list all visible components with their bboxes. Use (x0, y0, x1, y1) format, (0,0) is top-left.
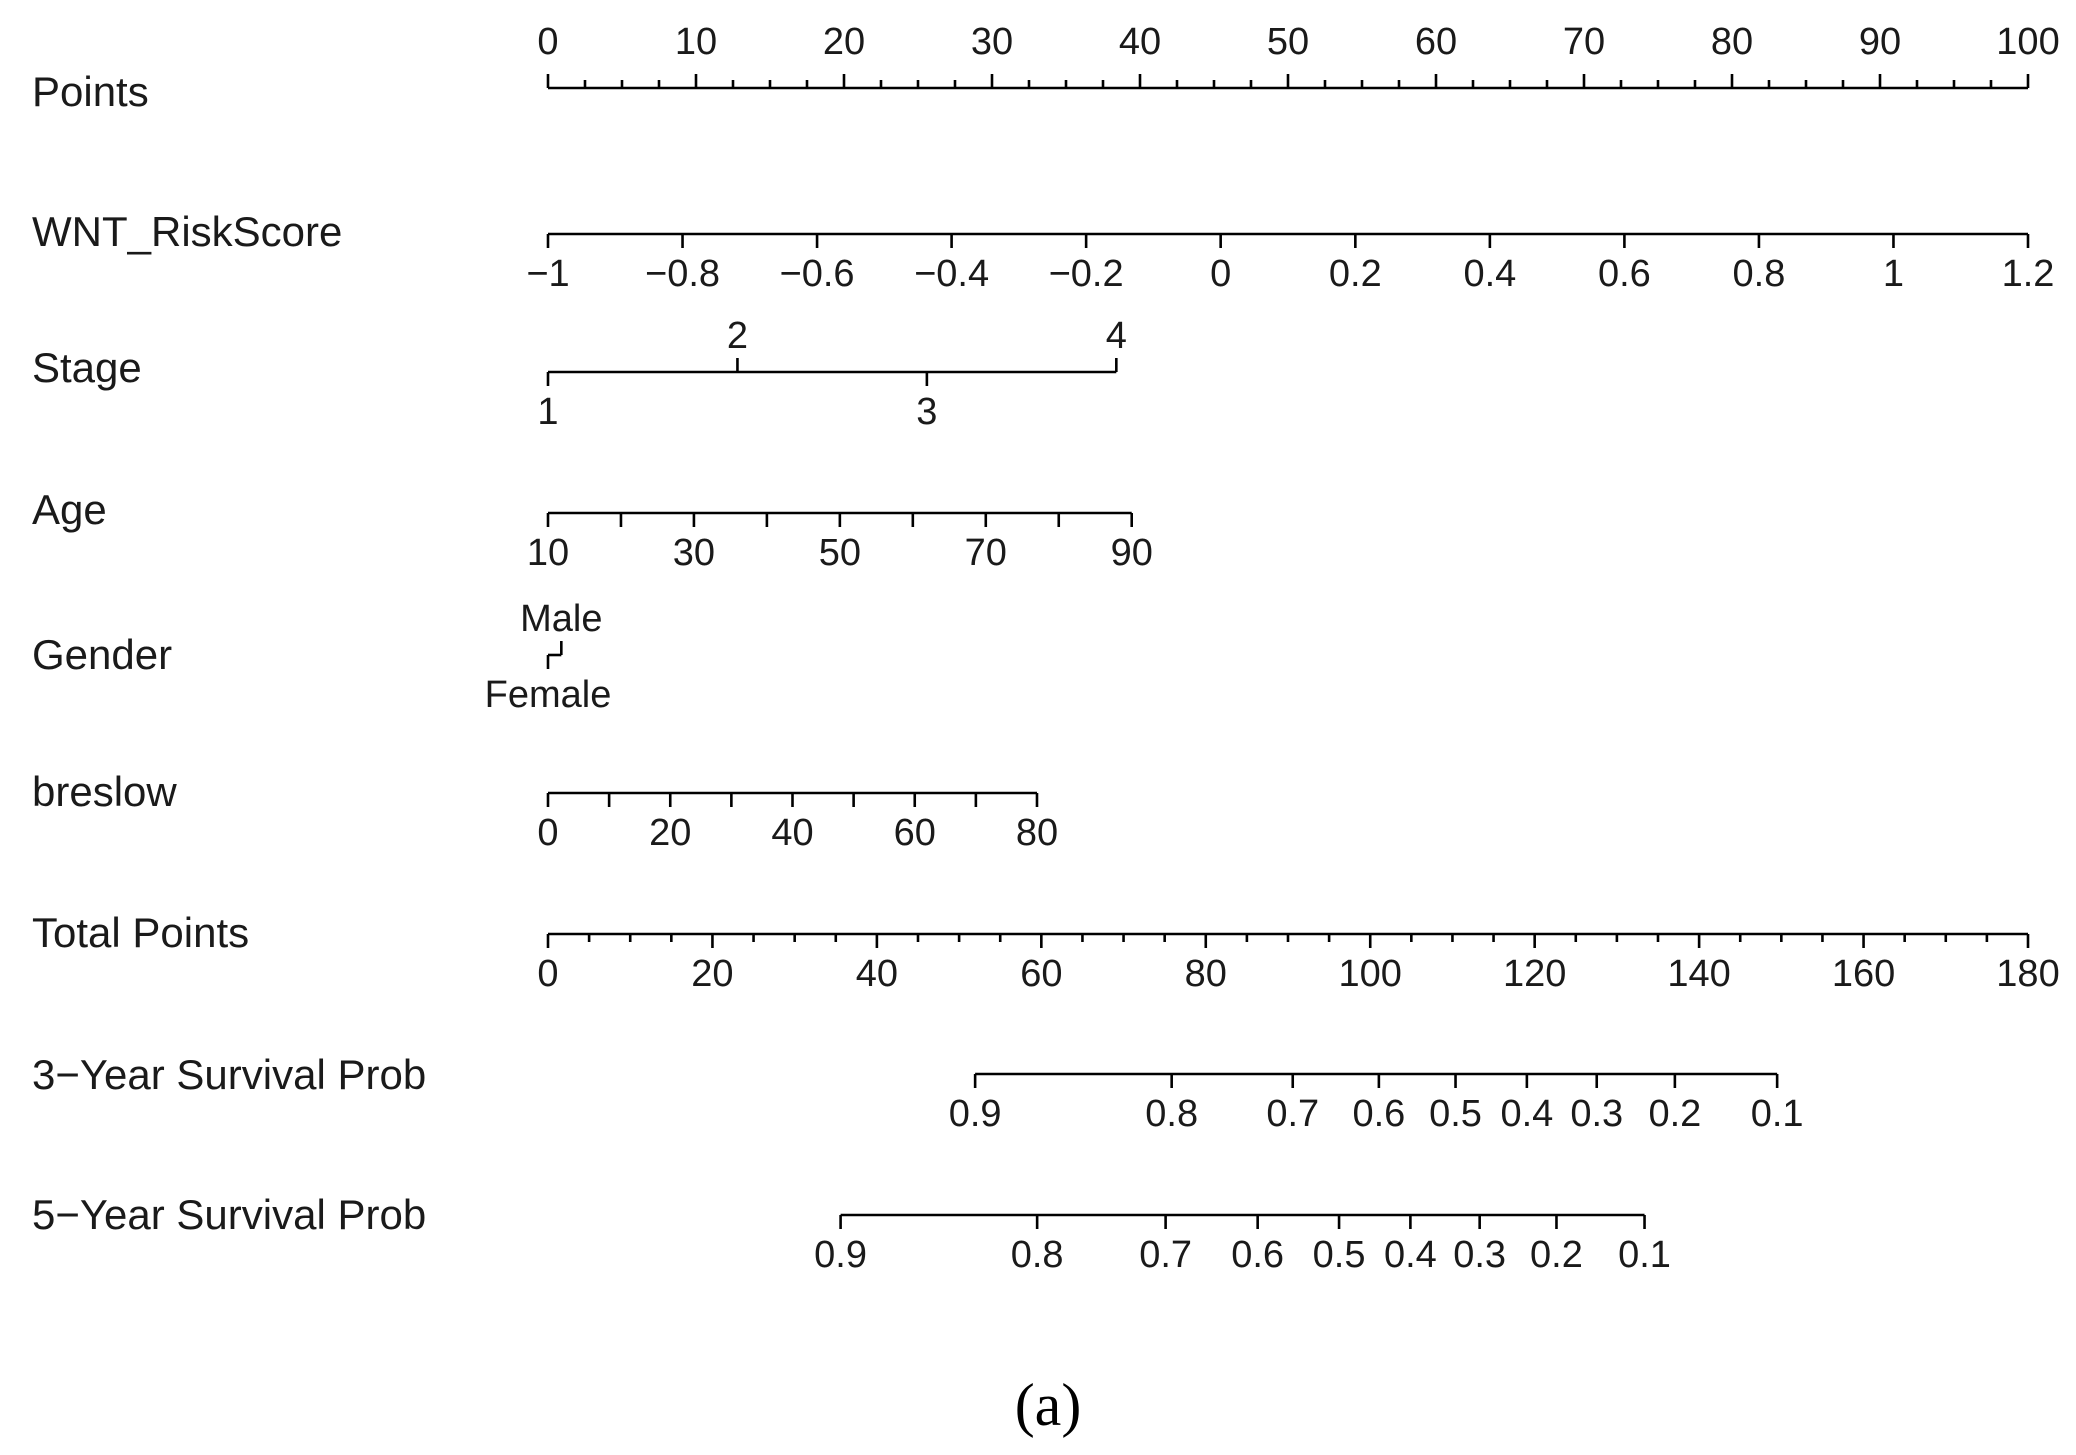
wnt-riskscore-tick-label: 1 (1883, 253, 1904, 295)
3-year-survival-prob-tick-label: 0.3 (1570, 1093, 1623, 1135)
stage-tick-label: 2 (727, 315, 748, 357)
age-tick-label: 50 (819, 532, 861, 574)
breslow-tick-label: 60 (894, 812, 936, 854)
5-year-survival-prob-tick-label: 0.1 (1618, 1234, 1671, 1276)
gender-row-label: Gender (32, 631, 172, 678)
gender-tick-label: Male (520, 598, 602, 640)
points-tick-label: 10 (675, 21, 717, 63)
points-tick-label: 60 (1415, 21, 1457, 63)
wnt-riskscore-tick-label: −0.6 (780, 253, 855, 295)
age-tick-label: 10 (527, 532, 569, 574)
total-points-tick-label: 120 (1503, 953, 1566, 995)
points-tick-label: 100 (1996, 21, 2059, 63)
stage-row-label: Stage (32, 344, 142, 391)
gender-tick-label: Female (485, 674, 612, 716)
3-year-survival-prob-tick-label: 0.9 (949, 1093, 1002, 1135)
wnt-riskscore-row-label: WNT_RiskScore (32, 208, 342, 255)
3-year-survival-prob-row-label: 3−Year Survival Prob (32, 1051, 426, 1098)
3-year-survival-prob-tick-label: 0.6 (1352, 1093, 1405, 1135)
5-year-survival-prob-tick-label: 0.5 (1313, 1234, 1366, 1276)
total-points-tick-label: 0 (537, 953, 558, 995)
total-points-tick-label: 100 (1339, 953, 1402, 995)
breslow-tick-label: 20 (649, 812, 691, 854)
stage-tick-label: 3 (916, 391, 937, 433)
5-year-survival-prob-tick-label: 0.8 (1011, 1234, 1064, 1276)
breslow-tick-label: 40 (771, 812, 813, 854)
wnt-riskscore-tick-label: 0.8 (1733, 253, 1786, 295)
total-points-tick-label: 60 (1020, 953, 1062, 995)
3-year-survival-prob-tick-label: 0.4 (1500, 1093, 1553, 1135)
age-row-label: Age (32, 486, 107, 533)
points-tick-label: 90 (1859, 21, 1901, 63)
breslow-tick-label: 80 (1016, 812, 1058, 854)
stage-tick-label: 4 (1106, 315, 1127, 357)
wnt-riskscore-tick-label: 0.2 (1329, 253, 1382, 295)
wnt-riskscore-tick-label: 0.6 (1598, 253, 1651, 295)
breslow-tick-label: 0 (537, 812, 558, 854)
age-tick-label: 90 (1111, 532, 1153, 574)
5-year-survival-prob-tick-label: 0.2 (1530, 1234, 1583, 1276)
age-tick-label: 30 (673, 532, 715, 574)
5-year-survival-prob-tick-label: 0.9 (814, 1234, 867, 1276)
5-year-survival-prob-tick-label: 0.4 (1384, 1234, 1437, 1276)
wnt-riskscore-tick-label: −0.2 (1049, 253, 1124, 295)
points-tick-label: 0 (537, 21, 558, 63)
points-tick-label: 50 (1267, 21, 1309, 63)
wnt-riskscore-tick-label: −0.4 (914, 253, 989, 295)
breslow-row-label: breslow (32, 768, 177, 815)
wnt-riskscore-tick-label: 0 (1210, 253, 1231, 295)
points-tick-label: 70 (1563, 21, 1605, 63)
total-points-tick-label: 180 (1996, 953, 2059, 995)
wnt-riskscore-tick-label: −0.8 (645, 253, 720, 295)
points-tick-label: 30 (971, 21, 1013, 63)
points-row-label: Points (32, 68, 149, 115)
total-points-tick-label: 80 (1185, 953, 1227, 995)
3-year-survival-prob-tick-label: 0.2 (1648, 1093, 1701, 1135)
5-year-survival-prob-tick-label: 0.3 (1453, 1234, 1506, 1276)
total-points-tick-label: 20 (691, 953, 733, 995)
total-points-tick-label: 140 (1667, 953, 1730, 995)
total-points-row-label: Total Points (32, 909, 249, 956)
points-tick-label: 80 (1711, 21, 1753, 63)
wnt-riskscore-tick-label: 0.4 (1463, 253, 1516, 295)
3-year-survival-prob-tick-label: 0.8 (1145, 1093, 1198, 1135)
wnt-riskscore-tick-label: −1 (526, 253, 569, 295)
stage-tick-label: 1 (537, 391, 558, 433)
3-year-survival-prob-tick-label: 0.7 (1266, 1093, 1319, 1135)
points-tick-label: 20 (823, 21, 865, 63)
5-year-survival-prob-tick-label: 0.6 (1231, 1234, 1284, 1276)
3-year-survival-prob-tick-label: 0.1 (1751, 1093, 1804, 1135)
points-tick-label: 40 (1119, 21, 1161, 63)
age-tick-label: 70 (965, 532, 1007, 574)
5-year-survival-prob-tick-label: 0.7 (1139, 1234, 1192, 1276)
3-year-survival-prob-tick-label: 0.5 (1429, 1093, 1482, 1135)
5-year-survival-prob-row-label: 5−Year Survival Prob (32, 1191, 426, 1238)
total-points-tick-label: 40 (856, 953, 898, 995)
figure-caption: (a) (1015, 1372, 1082, 1438)
total-points-tick-label: 160 (1832, 953, 1895, 995)
wnt-riskscore-tick-label: 1.2 (2002, 253, 2055, 295)
